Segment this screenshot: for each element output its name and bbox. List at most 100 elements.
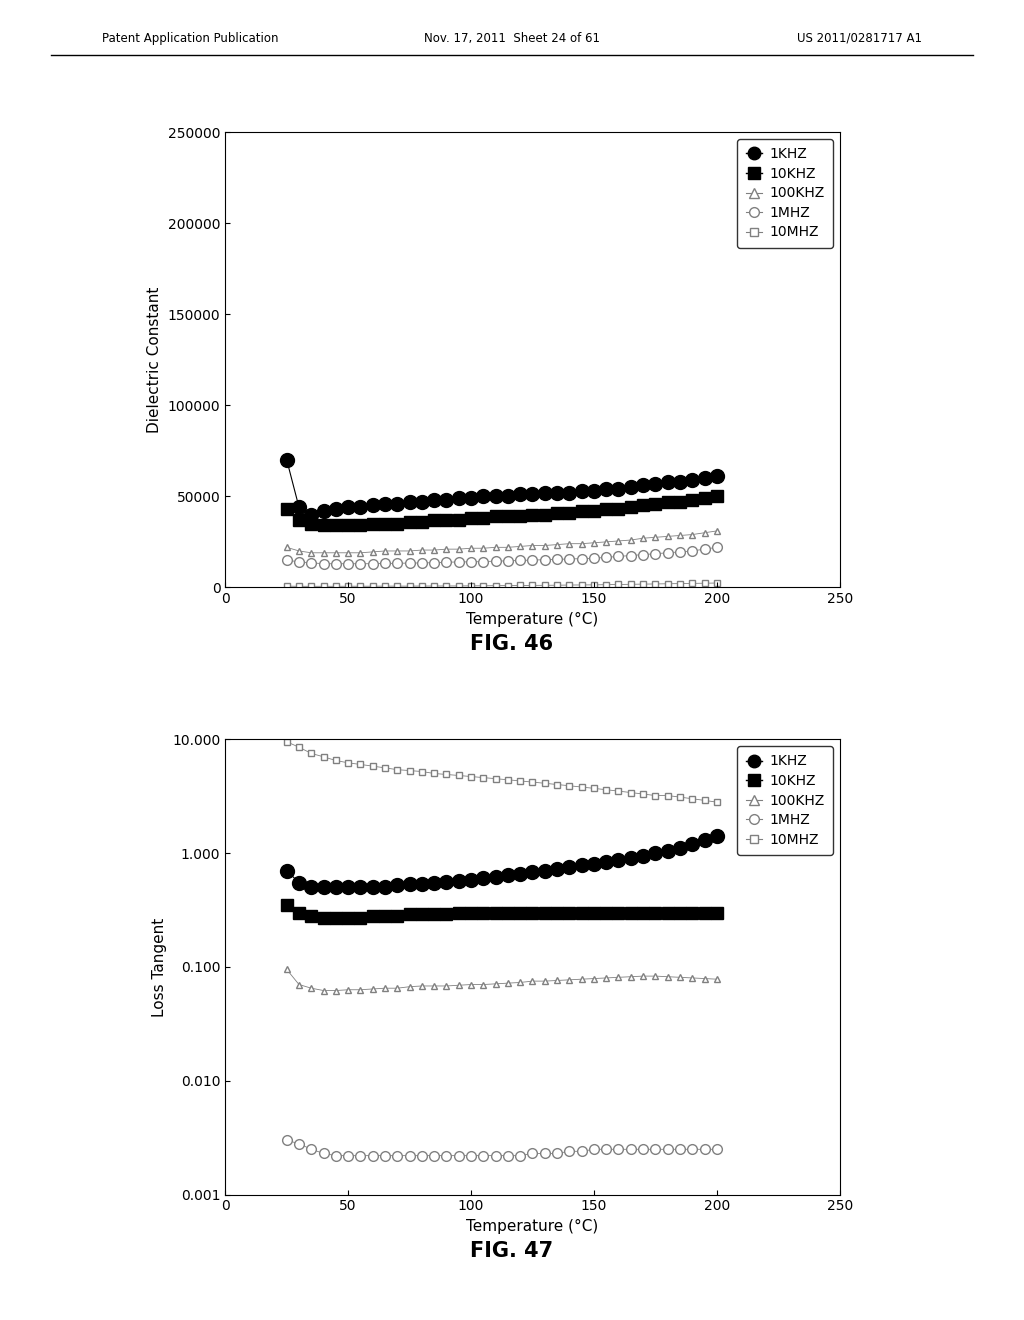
10MHZ [711,576,723,591]
1MHZ [416,556,428,572]
100KHZ [575,972,588,987]
10MHZ [625,784,637,800]
10KHZ [637,498,649,513]
1MHZ [600,549,612,565]
1KHZ [662,842,674,858]
1KHZ [293,875,305,891]
1KHZ [563,484,575,500]
1MHZ [403,1147,416,1163]
1MHZ [465,1147,477,1163]
1KHZ [342,879,354,895]
100KHZ [600,533,612,549]
1MHZ [563,550,575,566]
1MHZ [502,1147,514,1163]
1MHZ [367,1147,379,1163]
10KHZ [539,904,551,920]
1MHZ [551,1146,563,1162]
10KHZ [293,904,305,920]
10KHZ [649,496,662,512]
100KHZ [662,969,674,985]
100KHZ [674,528,686,544]
1KHZ [416,494,428,510]
10MHZ [317,748,330,764]
10KHZ [465,511,477,527]
10MHZ [698,792,711,808]
1KHZ [637,478,649,494]
10MHZ [293,578,305,594]
100KHZ [575,536,588,552]
1KHZ [317,879,330,895]
Text: FIG. 47: FIG. 47 [470,1241,554,1261]
10KHZ [563,504,575,520]
1MHZ [489,1147,502,1163]
10KHZ [440,907,453,923]
10KHZ [649,904,662,920]
10MHZ [305,578,317,594]
1KHZ [551,862,563,878]
1MHZ [342,1147,354,1163]
1MHZ [649,545,662,561]
100KHZ [305,545,317,561]
1MHZ [711,540,723,556]
Legend: 1KHZ, 10KHZ, 100KHZ, 1MHZ, 10MHZ: 1KHZ, 10KHZ, 100KHZ, 1MHZ, 10MHZ [737,139,833,248]
100KHZ [649,968,662,983]
10MHZ [649,576,662,591]
100KHZ [600,970,612,986]
10MHZ [600,577,612,593]
10KHZ [305,908,317,924]
100KHZ [662,528,674,544]
1MHZ [711,1142,723,1158]
10KHZ [575,503,588,519]
10KHZ [686,492,698,508]
100KHZ [440,541,453,557]
10MHZ [465,578,477,594]
100KHZ [403,979,416,995]
10KHZ [391,516,403,532]
10MHZ [489,578,502,594]
100KHZ [354,545,367,561]
100KHZ [416,543,428,558]
1MHZ [637,546,649,562]
10KHZ [674,904,686,920]
100KHZ [625,532,637,548]
10KHZ [563,904,575,920]
100KHZ [354,982,367,998]
1MHZ [293,1135,305,1151]
10MHZ [514,774,526,789]
1MHZ [281,552,293,568]
10MHZ [305,746,317,762]
100KHZ [379,981,391,997]
10KHZ [600,904,612,920]
10KHZ [526,507,539,523]
10KHZ [317,517,330,533]
10KHZ [489,904,502,920]
10KHZ [662,904,674,920]
10MHZ [526,774,539,789]
1MHZ [305,1142,317,1158]
10KHZ [367,908,379,924]
100KHZ [465,977,477,993]
100KHZ [698,970,711,986]
10KHZ [588,503,600,519]
1KHZ [526,487,539,503]
1MHZ [465,554,477,570]
100KHZ [514,539,526,554]
10KHZ [588,904,600,920]
1KHZ [305,879,317,895]
1KHZ [711,829,723,845]
10MHZ [563,577,575,593]
100KHZ [637,968,649,983]
1MHZ [662,1142,674,1158]
10KHZ [354,909,367,925]
10MHZ [539,775,551,791]
10MHZ [502,772,514,788]
1KHZ [354,499,367,515]
100KHZ [686,527,698,543]
X-axis label: Temperature (°C): Temperature (°C) [466,1218,599,1234]
1KHZ [416,875,428,891]
1MHZ [342,556,354,572]
10MHZ [379,578,391,594]
1MHZ [686,1142,698,1158]
100KHZ [477,540,489,556]
1KHZ [514,866,526,882]
